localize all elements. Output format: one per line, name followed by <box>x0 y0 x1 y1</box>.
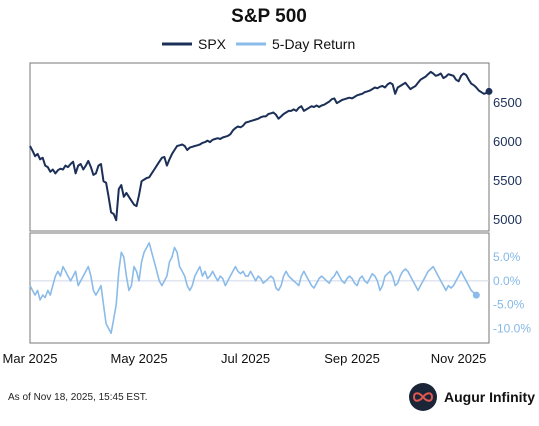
y-tick-label-spx: 6500 <box>493 95 522 110</box>
legend: SPX 5-Day Return <box>162 36 355 52</box>
spx-panel: 5000 5500 6000 6500 <box>29 70 522 227</box>
spx-panel-frame <box>29 62 490 232</box>
return-panel: 5.0% 0.0% -5.0% -10.0% <box>29 242 531 335</box>
y-tick-label-return: -5.0% <box>493 298 525 312</box>
y-tick-label-return: 0.0% <box>493 274 521 288</box>
series-line-spx <box>29 70 490 222</box>
x-tick-label: May 2025 <box>110 351 167 366</box>
brand-name: Augur Infinity <box>444 389 535 405</box>
brand: Augur Infinity <box>409 383 535 411</box>
last-point-spx <box>485 87 493 95</box>
x-tick-label: Jul 2025 <box>221 351 270 366</box>
x-tick-label: Nov 2025 <box>431 351 487 366</box>
y-tick-label-spx: 6000 <box>493 134 522 149</box>
x-tick-label: Sep 2025 <box>324 351 380 366</box>
legend-label-return: 5-Day Return <box>272 36 355 52</box>
y-tick-label-spx: 5500 <box>493 173 522 188</box>
y-tick-label-spx: 5000 <box>493 212 522 227</box>
x-tick-label: Mar 2025 <box>3 351 58 366</box>
chart-title: S&P 500 <box>231 6 307 27</box>
last-point-return <box>472 291 480 299</box>
infinity-logo-glyph <box>412 392 434 402</box>
return-panel-frame <box>29 232 490 344</box>
y-tick-label-return: 5.0% <box>493 250 521 264</box>
series-line-return <box>29 242 477 334</box>
footnote: As of Nov 18, 2025, 15:45 EST. <box>8 392 148 403</box>
x-axis: Mar 2025 May 2025 Jul 2025 Sep 2025 Nov 2025 <box>3 351 487 366</box>
y-tick-label-return: -10.0% <box>493 321 531 335</box>
legend-label-spx: SPX <box>198 36 227 52</box>
